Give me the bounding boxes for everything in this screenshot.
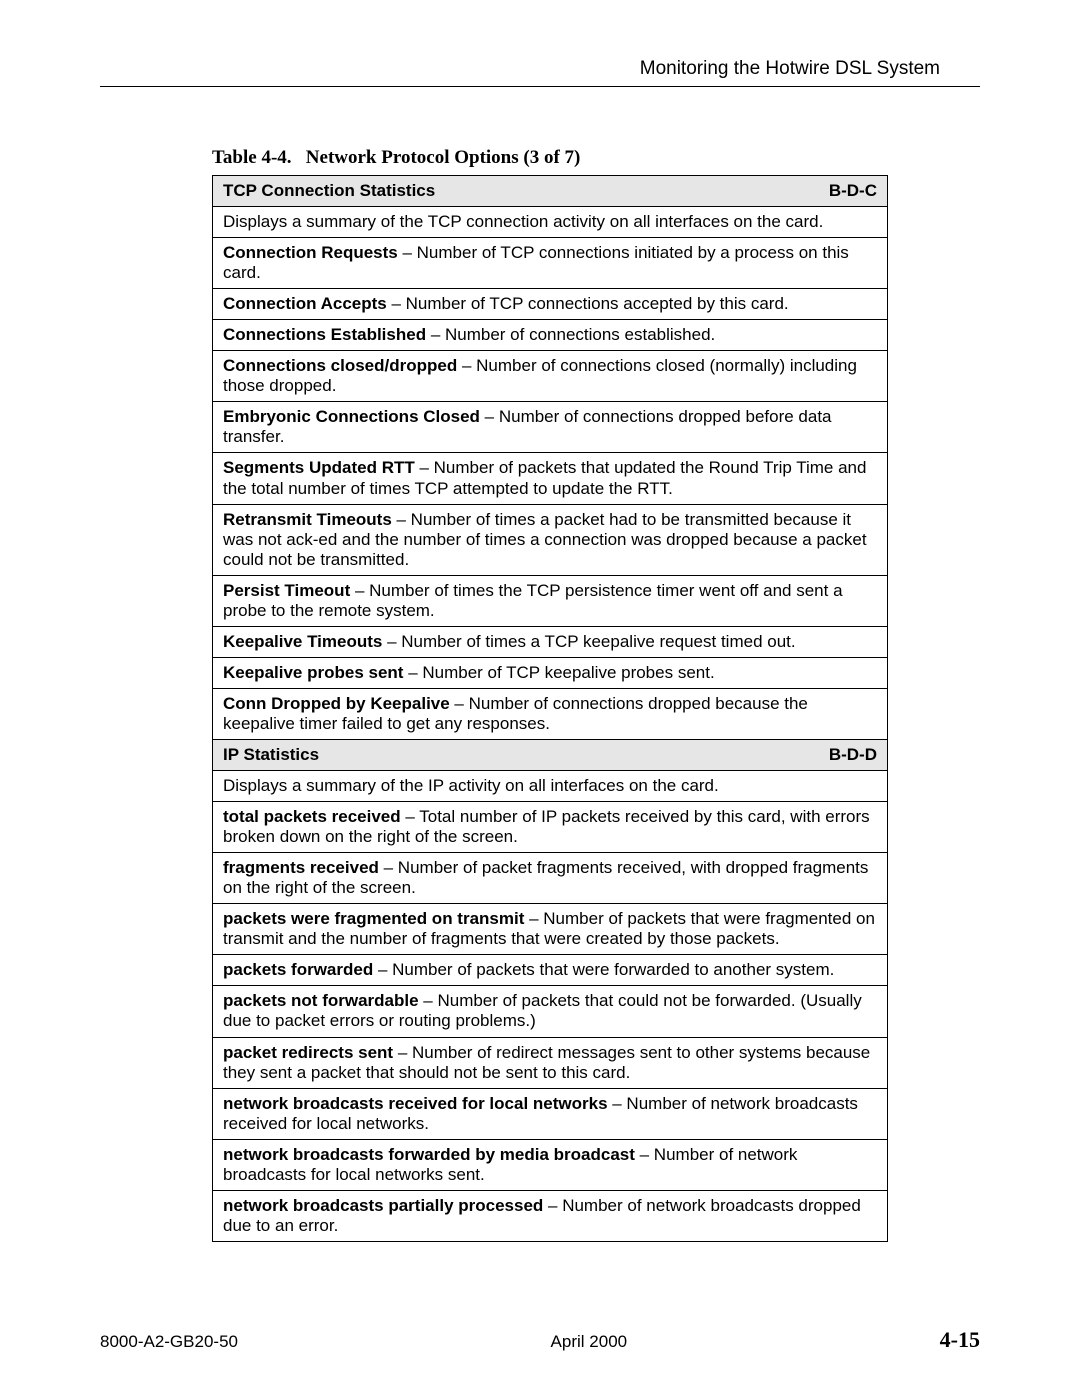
section-header-row: IP Statistics B-D-D [213,739,888,770]
table-row: Keepalive probes sent – Number of TCP ke… [213,657,888,688]
footer-date: April 2000 [551,1332,628,1352]
table-row: Persist Timeout – Number of times the TC… [213,575,888,626]
row-text: Displays a summary of the TCP connection… [223,212,823,231]
row-term: packet redirects sent [223,1043,393,1062]
table-cell: network broadcasts received for local ne… [213,1088,888,1139]
table-caption: Table 4-4. Network Protocol Options (3 o… [212,147,980,169]
table-cell: Retransmit Timeouts – Number of times a … [213,504,888,575]
row-text: Displays a summary of the IP activity on… [223,776,719,795]
table-cell: Connection Accepts – Number of TCP conne… [213,289,888,320]
table-row: packets were fragmented on transmit – Nu… [213,904,888,955]
row-term: Connections Established [223,325,426,344]
table-row: Conn Dropped by Keepalive – Number of co… [213,688,888,739]
row-term: Connection Accepts [223,294,387,313]
table-row: Embryonic Connections Closed – Number of… [213,402,888,453]
table-row: packets forwarded – Number of packets th… [213,955,888,986]
section-header-cell: IP Statistics B-D-D [213,739,888,770]
section-title: TCP Connection Statistics [223,181,435,200]
section-code: B-D-C [829,181,877,201]
table-cell: Connections Established – Number of conn… [213,320,888,351]
section-header-row: TCP Connection Statistics B-D-C [213,176,888,207]
table-row: Connections Established – Number of conn… [213,320,888,351]
row-term: network broadcasts received for local ne… [223,1094,608,1113]
caption-prefix: Table 4-4. [212,147,292,168]
section-title: IP Statistics [223,745,319,764]
table-row: fragments received – Number of packet fr… [213,853,888,904]
row-text: – Number of TCP connections accepted by … [387,294,789,313]
table-row: Retransmit Timeouts – Number of times a … [213,504,888,575]
row-term: packets forwarded [223,960,373,979]
header-rule [100,86,980,87]
table-cell: Connections closed/dropped – Number of c… [213,351,888,402]
table-cell: network broadcasts forwarded by media br… [213,1139,888,1190]
row-term: network broadcasts partially processed [223,1196,543,1215]
row-text: – Number of times a TCP keepalive reques… [382,632,795,651]
row-term: Persist Timeout [223,581,350,600]
table-cell: Displays a summary of the IP activity on… [213,771,888,802]
row-term: Segments Updated RTT [223,458,415,477]
table-cell: packets forwarded – Number of packets th… [213,955,888,986]
row-term: packets were fragmented on transmit [223,909,524,928]
section-header-cell: TCP Connection Statistics B-D-C [213,176,888,207]
page-number: 4-15 [940,1327,980,1353]
page-footer: 8000-A2-GB20-50 April 2000 4-15 [100,1327,980,1353]
table-cell: Conn Dropped by Keepalive – Number of co… [213,688,888,739]
running-header: Monitoring the Hotwire DSL System [100,58,980,80]
table-row: network broadcasts forwarded by media br… [213,1139,888,1190]
table-row: Segments Updated RTT – Number of packets… [213,453,888,504]
row-text: – Number of connections established. [426,325,715,344]
doc-id: 8000-A2-GB20-50 [100,1332,238,1352]
row-term: Retransmit Timeouts [223,510,392,529]
table-body: TCP Connection Statistics B-D-C Displays a… [213,176,888,1242]
row-text: – Number of TCP keepalive probes sent. [403,663,714,682]
table-row: Connection Accepts – Number of TCP conne… [213,289,888,320]
row-term: Connection Requests [223,243,398,262]
caption-title: Network Protocol Options (3 of 7) [306,147,581,168]
page: Monitoring the Hotwire DSL System Table … [0,0,1080,1397]
table-cell: Keepalive Timeouts – Number of times a T… [213,626,888,657]
row-term: Connections closed/dropped [223,356,457,375]
table-cell: packet redirects sent – Number of redire… [213,1037,888,1088]
table-cell: total packets received – Total number of… [213,802,888,853]
table-row: network broadcasts partially processed –… [213,1190,888,1241]
table-cell: fragments received – Number of packet fr… [213,853,888,904]
table-cell: Connection Requests – Number of TCP conn… [213,238,888,289]
table-row: packets not forwardable – Number of pack… [213,986,888,1037]
row-text: – Number of packets that were forwarded … [373,960,834,979]
table-cell: Displays a summary of the TCP connection… [213,207,888,238]
row-term: Keepalive probes sent [223,663,403,682]
row-term: network broadcasts forwarded by media br… [223,1145,635,1164]
table-row: Connections closed/dropped – Number of c… [213,351,888,402]
table-row: total packets received – Total number of… [213,802,888,853]
table-cell: Embryonic Connections Closed – Number of… [213,402,888,453]
row-term: total packets received [223,807,401,826]
row-term: Keepalive Timeouts [223,632,382,651]
section-code: B-D-D [829,745,877,765]
table-cell: packets not forwardable – Number of pack… [213,986,888,1037]
row-term: packets not forwardable [223,991,419,1010]
protocol-options-table: TCP Connection Statistics B-D-C Displays a… [212,175,888,1242]
table-row: network broadcasts received for local ne… [213,1088,888,1139]
table-row: Keepalive Timeouts – Number of times a T… [213,626,888,657]
table-cell: Keepalive probes sent – Number of TCP ke… [213,657,888,688]
table-row: packet redirects sent – Number of redire… [213,1037,888,1088]
table-row: Displays a summary of the IP activity on… [213,771,888,802]
table-cell: packets were fragmented on transmit – Nu… [213,904,888,955]
row-term: Embryonic Connections Closed [223,407,480,426]
table-row: Connection Requests – Number of TCP conn… [213,238,888,289]
row-term: fragments received [223,858,379,877]
table-cell: network broadcasts partially processed –… [213,1190,888,1241]
table-cell: Segments Updated RTT – Number of packets… [213,453,888,504]
row-term: Conn Dropped by Keepalive [223,694,450,713]
table-row: Displays a summary of the TCP connection… [213,207,888,238]
table-cell: Persist Timeout – Number of times the TC… [213,575,888,626]
